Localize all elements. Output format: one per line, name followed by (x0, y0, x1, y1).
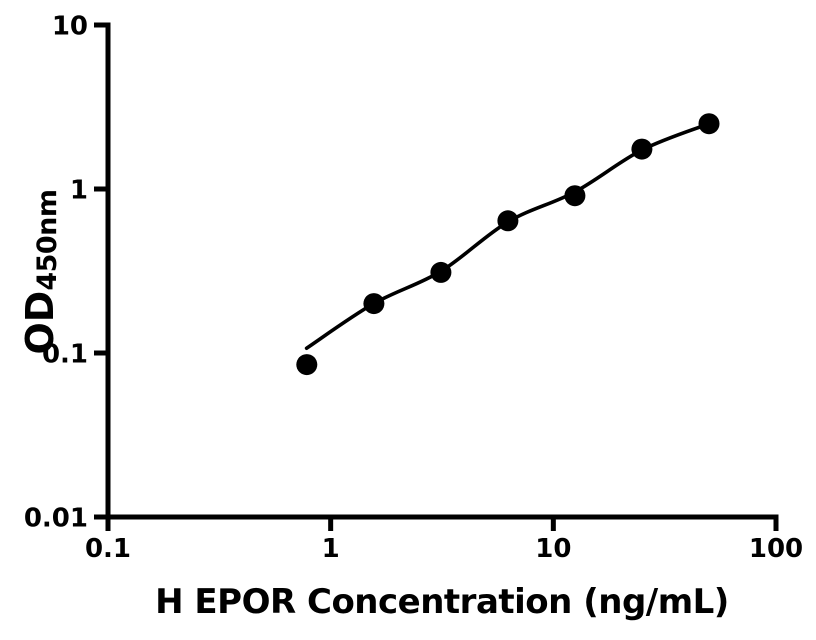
data-point-marker (564, 185, 586, 207)
data-point-marker (363, 293, 385, 315)
x-axis-title: H EPOR Concentration (ng/mL) (155, 582, 729, 622)
y-tick-label: 0.1 (42, 340, 88, 370)
data-point-marker (631, 138, 653, 160)
y-tick-label: 10 (52, 12, 88, 42)
data-point-marker (296, 354, 318, 376)
y-axis-title-subscript: 450nm (32, 189, 63, 291)
data-point-marker (497, 210, 519, 232)
x-tick-label: 0.1 (85, 534, 131, 564)
data-point-marker (698, 113, 720, 135)
y-axis-title: OD450nm (18, 189, 63, 355)
y-axis-title-main: OD (18, 290, 62, 355)
y-tick-label: 0.01 (24, 504, 88, 534)
fit-curve-line (304, 121, 711, 350)
data-point-marker (430, 261, 452, 283)
x-tick-label: 100 (749, 534, 803, 564)
x-tick-label: 1 (322, 534, 340, 564)
x-tick-label: 10 (535, 534, 571, 564)
y-tick-label: 1 (70, 176, 88, 206)
